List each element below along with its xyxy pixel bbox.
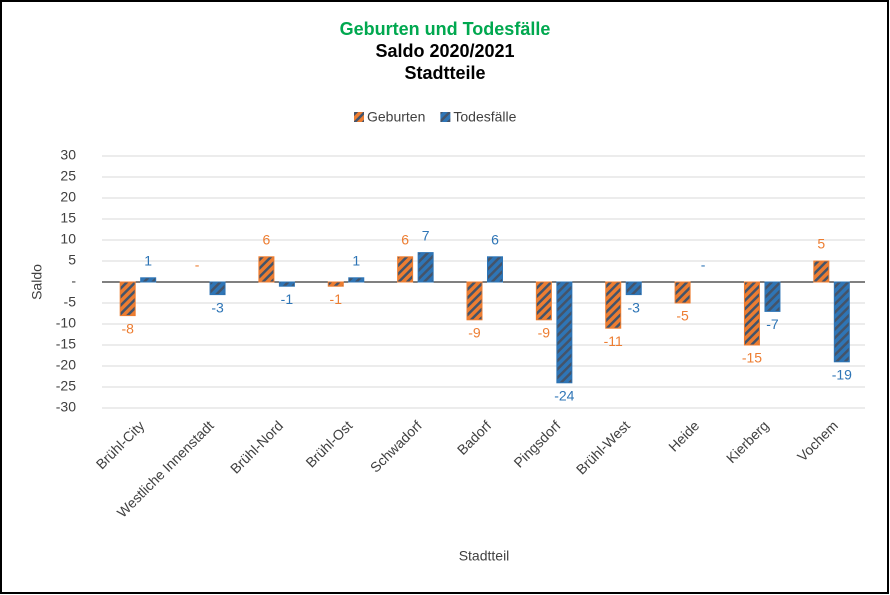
value-label: -9 — [538, 325, 551, 341]
chart-subtitle: Saldo 2020/2021 — [375, 41, 514, 61]
value-label: 6 — [401, 232, 409, 248]
y-tick-label: 30 — [60, 147, 76, 163]
bar — [258, 256, 275, 283]
bar — [119, 281, 136, 317]
bar — [764, 281, 781, 312]
value-label: -15 — [742, 350, 762, 366]
y-tick-label: -20 — [56, 357, 76, 373]
bar — [556, 281, 573, 384]
value-label: -3 — [628, 299, 641, 315]
y-tick-label: -10 — [56, 315, 76, 331]
chart-title: Geburten und Todesfälle — [340, 19, 551, 39]
y-tick-label: -15 — [56, 336, 76, 352]
legend-swatch — [354, 112, 364, 122]
value-label: - — [195, 257, 200, 273]
value-label: -1 — [281, 291, 294, 307]
bar — [466, 281, 483, 321]
y-tick-label: 20 — [60, 189, 76, 205]
y-tick-label: 25 — [60, 168, 76, 184]
bar — [535, 281, 552, 321]
bar — [327, 281, 344, 287]
value-label: -11 — [604, 333, 623, 349]
y-tick-label: 10 — [60, 231, 76, 247]
bar — [674, 281, 691, 304]
bar — [397, 256, 414, 283]
y-axis-title: Saldo — [29, 264, 45, 300]
y-tick-label: 15 — [60, 210, 76, 226]
value-label: -7 — [766, 316, 779, 332]
value-label: -24 — [554, 388, 574, 404]
bar — [278, 281, 295, 287]
value-label: 5 — [817, 236, 825, 252]
y-tick-label: -25 — [56, 378, 76, 394]
bar — [625, 281, 642, 296]
bar — [743, 281, 760, 346]
y-tick-label: -30 — [56, 399, 76, 415]
value-label: 7 — [422, 227, 430, 243]
bar — [348, 277, 365, 283]
bar — [833, 281, 850, 363]
value-label: - — [701, 257, 706, 273]
legend-label: Todesfälle — [453, 109, 516, 125]
bar — [140, 277, 157, 283]
chart-subtitle: Stadtteile — [404, 63, 485, 83]
legend-swatch — [440, 112, 451, 122]
value-label: -19 — [832, 367, 852, 383]
bar — [605, 281, 622, 329]
legend-label: Geburten — [367, 109, 425, 125]
value-label: -3 — [211, 299, 224, 315]
x-axis-title: Stadtteil — [459, 548, 510, 564]
y-tick-label: 5 — [68, 252, 76, 268]
value-label: -9 — [468, 325, 481, 341]
bar — [417, 252, 434, 283]
y-tick-label: - — [71, 273, 76, 289]
value-label: -5 — [676, 308, 689, 324]
value-label: 1 — [352, 253, 360, 269]
bar — [209, 281, 226, 296]
value-label: -8 — [121, 320, 134, 336]
value-label: 6 — [263, 232, 271, 248]
value-label: -1 — [330, 291, 343, 307]
value-label: 6 — [491, 232, 499, 248]
value-label: 1 — [144, 253, 152, 269]
bar — [487, 256, 503, 283]
y-tick-label: -5 — [64, 294, 77, 310]
bar — [813, 260, 830, 283]
